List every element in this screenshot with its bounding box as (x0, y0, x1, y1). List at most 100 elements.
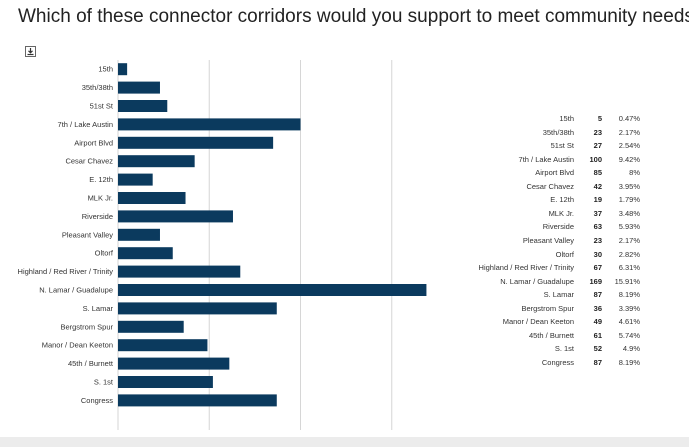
bar[interactable] (118, 118, 301, 131)
category-label: 7th / Lake Austin (58, 120, 113, 129)
row-label: Bergstrom Spur (521, 303, 574, 313)
row-label: Highland / Red River / Trinity (478, 263, 574, 273)
row-label: Oltorf (555, 249, 574, 259)
category-label: Congress (81, 396, 113, 405)
row-label: N. Lamar / Guadalupe (500, 276, 574, 286)
category-label: MLK Jr. (88, 194, 113, 203)
row-label: S. Lamar (543, 290, 574, 300)
row-label: S. 1st (554, 344, 574, 354)
table-row: 15th 5 0.47% (480, 112, 650, 125)
table-row: Congress 87 8.19% (480, 356, 650, 369)
bar[interactable] (118, 210, 233, 223)
category-label: Riverside (82, 212, 113, 221)
row-label: 7th / Lake Austin (518, 154, 574, 164)
row-count: 27 (593, 141, 602, 151)
row-percent: 2.82% (618, 249, 640, 259)
row-percent: 4.61% (618, 317, 640, 327)
bar[interactable] (118, 155, 195, 168)
row-count: 61 (593, 330, 602, 340)
row-percent: 0.47% (618, 114, 640, 123)
row-count: 87 (593, 290, 602, 300)
bar[interactable] (118, 192, 186, 204)
row-percent: 5.93% (618, 222, 640, 232)
table-row: 35th/38th 23 2.17% (480, 126, 650, 139)
bar[interactable] (118, 302, 277, 315)
row-count: 5 (597, 114, 602, 123)
row-percent: 6.31% (618, 263, 640, 273)
bar[interactable] (118, 394, 277, 407)
row-count: 37 (593, 208, 602, 218)
download-icon[interactable] (25, 46, 36, 57)
row-count: 52 (593, 344, 602, 354)
table-row: Oltorf 30 2.82% (480, 248, 650, 261)
table-row: Highland / Red River / Trinity 67 6.31% (478, 261, 650, 274)
row-label: MLK Jr. (548, 208, 574, 218)
table-row: E. 12th 19 1.79% (480, 193, 650, 206)
row-percent: 2.17% (618, 127, 640, 137)
row-label: Riverside (542, 222, 574, 232)
bar[interactable] (118, 173, 153, 186)
row-count: 100 (589, 154, 602, 164)
row-count: 67 (593, 263, 602, 273)
row-percent: 15.91% (614, 276, 640, 286)
row-percent: 3.39% (618, 303, 640, 313)
row-count: 87 (593, 357, 602, 367)
row-count: 49 (593, 317, 602, 327)
table-row: MLK Jr. 37 3.48% (480, 207, 650, 220)
row-count: 19 (593, 195, 602, 205)
row-label: Congress (541, 357, 574, 367)
category-label: Cesar Chavez (65, 157, 113, 166)
row-label: Pleasant Valley (522, 235, 574, 245)
bar[interactable] (118, 357, 230, 370)
bar[interactable] (118, 81, 160, 94)
table-row: Airport Blvd 85 8% (480, 166, 650, 179)
category-label: Manor / Dean Keeton (42, 341, 113, 350)
category-label: N. Lamar / Guadalupe (39, 286, 113, 295)
row-count: 23 (593, 127, 602, 137)
category-label: 15th (98, 65, 113, 74)
row-count: 36 (593, 303, 602, 313)
category-label: Pleasant Valley (62, 230, 113, 239)
row-percent: 4.9% (622, 344, 640, 354)
category-label: S. Lamar (83, 304, 114, 313)
category-label: 35th/38th (82, 83, 113, 92)
bar[interactable] (118, 136, 274, 149)
row-percent: 3.48% (618, 208, 640, 218)
row-label: 15th (559, 114, 574, 123)
page-title: Which of these connector corridors would… (18, 6, 689, 27)
row-percent: 8.19% (618, 290, 640, 300)
bar[interactable] (118, 265, 241, 278)
bar[interactable] (118, 320, 184, 333)
row-label: Cesar Chavez (526, 181, 574, 191)
bar[interactable] (118, 284, 427, 296)
table-row: Pleasant Valley 23 2.17% (480, 234, 650, 247)
bar[interactable] (118, 228, 160, 241)
row-percent: 2.54% (618, 141, 640, 151)
footer-band (0, 437, 689, 447)
bar[interactable] (118, 247, 173, 260)
row-count: 85 (593, 168, 602, 178)
row-label: 35th/38th (542, 127, 574, 137)
bar[interactable] (118, 376, 213, 388)
category-label: Airport Blvd (74, 138, 113, 147)
row-count: 30 (593, 249, 602, 259)
category-label: Oltorf (95, 249, 114, 258)
row-count: 169 (589, 276, 602, 286)
category-label: Bergstrom Spur (60, 322, 113, 331)
table-row: 7th / Lake Austin 100 9.42% (480, 153, 650, 166)
bar-chart: 15th 35th/38th 51st St 7th / Lake Austin Air… (18, 60, 427, 430)
table-row: Cesar Chavez 42 3.95% (480, 180, 650, 193)
table-row: N. Lamar / Guadalupe 169 15.91% (480, 275, 650, 288)
row-label: 45th / Burnett (528, 330, 574, 340)
row-count: 63 (593, 222, 602, 232)
bar[interactable] (118, 100, 168, 112)
table-row: S. 1st 52 4.9% (480, 342, 650, 355)
bar[interactable] (118, 63, 128, 76)
row-label: Manor / Dean Keeton (502, 317, 574, 327)
row-label: E. 12th (550, 195, 574, 205)
row-percent: 2.17% (618, 235, 640, 245)
table-row: Bergstrom Spur 36 3.39% (480, 302, 650, 315)
bar[interactable] (118, 339, 208, 352)
table-row: 45th / Burnett 61 5.74% (480, 329, 650, 342)
table-row: Manor / Dean Keeton 49 4.61% (480, 315, 650, 328)
